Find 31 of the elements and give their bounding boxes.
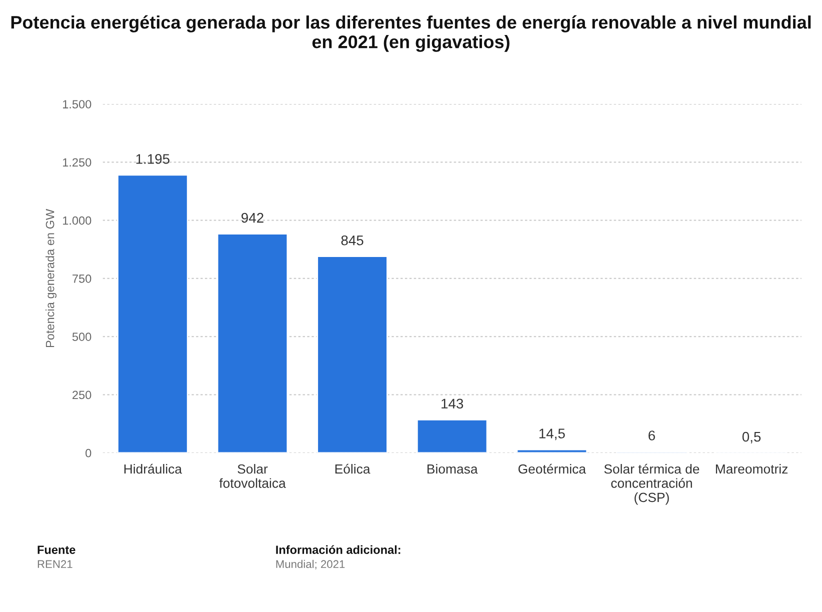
bar <box>316 256 388 453</box>
text: REN21 <box>38 560 72 568</box>
y-tick-label: 500 <box>72 332 92 341</box>
y-tick-label: 1.250 <box>63 158 92 167</box>
y-tick-label: 1.000 <box>63 216 92 225</box>
x-tick-label: Hidráulica <box>124 464 182 474</box>
data-label: 1.195 <box>136 154 170 164</box>
bar <box>117 174 188 453</box>
data-label: 942 <box>242 212 264 223</box>
data-label: 0,5 <box>742 432 761 444</box>
x-tick-label: Biomasa <box>428 464 478 474</box>
y-tick-label: 0 <box>86 448 92 458</box>
data-label: 6 <box>648 430 655 440</box>
chart-title: Potencia energética generada por las diferentes fuentes de energía renovable a nivel mundial en 2021 (en gigavatios) <box>11 15 811 52</box>
bar <box>216 233 288 453</box>
x-tick-label: Eólica <box>335 464 370 474</box>
y-axis-title: Potencia generada en GW <box>46 208 57 348</box>
y-tick-label: 250 <box>72 390 92 400</box>
x-tick-label: Solar térmica de concentración (CSP) <box>604 464 700 505</box>
y-tick-label: 750 <box>72 274 92 283</box>
text: Información adicional: <box>276 545 400 554</box>
x-tick-label: Geotérmica <box>518 464 586 474</box>
x-tick-label: Solar fotovoltaica <box>219 464 286 488</box>
data-label: 845 <box>341 235 364 246</box>
bar <box>416 418 488 453</box>
x-tick-label: Mareomotriz <box>716 464 788 474</box>
text: Fuente <box>38 546 76 554</box>
data-label: 14,5 <box>539 428 565 440</box>
text: Mundial; 2021 <box>276 560 345 570</box>
y-tick-label: 1.500 <box>63 100 92 108</box>
data-label: 143 <box>442 398 464 409</box>
